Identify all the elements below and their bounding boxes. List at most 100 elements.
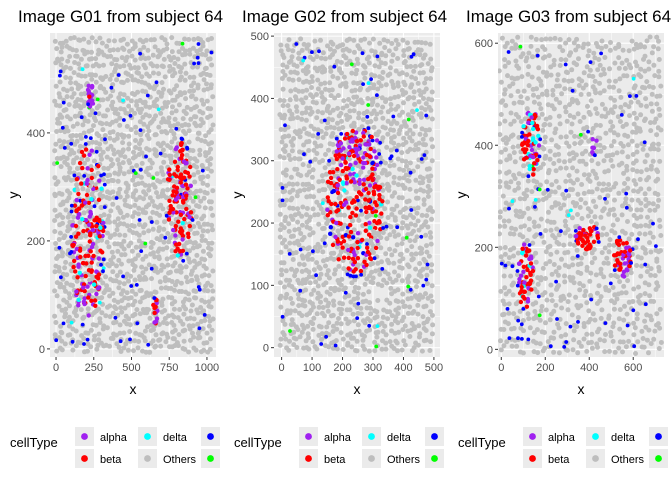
point-Others — [387, 300, 393, 306]
point-Others — [498, 223, 503, 229]
point-Others — [132, 298, 138, 304]
point-Others — [150, 52, 156, 58]
point-Others — [207, 346, 213, 352]
point-Others — [334, 326, 340, 332]
point-Others — [613, 78, 618, 84]
point-Others — [425, 224, 431, 230]
point-Others — [316, 304, 322, 310]
point-epsilon — [374, 344, 379, 349]
point-Others — [63, 306, 69, 312]
point-Others — [616, 65, 622, 71]
point-Others — [382, 206, 388, 212]
point-Others — [85, 348, 90, 354]
point-Others — [619, 149, 625, 155]
point-Others — [89, 179, 95, 185]
point-Others — [567, 233, 573, 239]
point-Others — [642, 85, 648, 91]
points-layer — [498, 34, 664, 356]
point-Others — [498, 159, 503, 165]
point-beta — [328, 210, 333, 215]
point-Others — [336, 126, 342, 132]
point-Others — [290, 77, 296, 83]
point-alpha — [334, 220, 339, 226]
point-alpha — [85, 177, 90, 183]
point-Others — [301, 142, 307, 148]
point-Others — [506, 169, 512, 175]
point-Others — [200, 110, 206, 116]
point-beta — [358, 268, 364, 274]
point-gamma — [185, 146, 190, 151]
point-Others — [655, 321, 661, 327]
point-Others — [174, 340, 180, 346]
point-beta — [326, 199, 331, 204]
point-beta — [91, 253, 96, 259]
point-Others — [429, 97, 435, 103]
point-Others — [386, 48, 392, 54]
point-Others — [625, 278, 631, 284]
point-Others — [200, 228, 206, 234]
point-Others — [601, 158, 607, 164]
legend-title: cellType — [10, 435, 58, 450]
point-Others — [509, 225, 515, 231]
point-Others — [63, 107, 69, 113]
point-Others — [620, 339, 626, 345]
point-gamma — [378, 160, 383, 165]
point-Others — [366, 348, 372, 354]
point-beta — [335, 239, 341, 244]
point-Others — [347, 157, 352, 162]
point-Others — [651, 299, 657, 304]
point-Others — [516, 171, 522, 177]
point-Others — [125, 77, 130, 83]
point-Others — [376, 148, 382, 154]
point-alpha — [353, 160, 358, 166]
point-Others — [519, 74, 525, 80]
point-Others — [412, 63, 418, 69]
y-axis-title: y — [229, 192, 245, 199]
point-Others — [319, 90, 325, 96]
point-Others — [89, 49, 94, 55]
point-Others — [654, 34, 660, 40]
point-gamma — [395, 225, 400, 230]
point-Others — [503, 103, 509, 108]
point-Others — [117, 232, 123, 238]
point-Others — [313, 279, 319, 285]
point-Others — [424, 249, 430, 255]
point-Others — [535, 281, 541, 287]
point-Others — [179, 65, 184, 71]
point-Others — [384, 297, 390, 303]
point-Others — [521, 328, 526, 334]
point-Others — [342, 212, 347, 218]
point-Others — [293, 250, 299, 256]
point-Others — [605, 193, 611, 199]
point-Others — [86, 39, 92, 45]
point-gamma — [408, 287, 413, 292]
point-Others — [556, 113, 562, 119]
point-Others — [617, 326, 623, 332]
point-Others — [580, 283, 586, 289]
point-Others — [603, 285, 609, 290]
point-Others — [298, 36, 304, 42]
point-Others — [333, 338, 339, 344]
point-Others — [355, 43, 361, 49]
point-Others — [110, 254, 116, 260]
point-alpha — [333, 234, 338, 240]
point-Others — [158, 285, 164, 291]
point-alpha — [85, 284, 90, 289]
point-Others — [154, 97, 160, 102]
point-alpha — [361, 130, 366, 136]
point-Others — [322, 80, 328, 86]
point-alpha — [89, 148, 95, 153]
point-beta — [363, 222, 368, 227]
point-Others — [537, 317, 543, 323]
point-Others — [383, 340, 389, 346]
point-Others — [287, 97, 293, 103]
point-Others — [309, 78, 315, 84]
point-Others — [279, 139, 285, 145]
point-Others — [385, 215, 391, 220]
point-Others — [180, 116, 186, 122]
point-Others — [56, 91, 62, 97]
point-Others — [550, 87, 556, 93]
point-Others — [650, 85, 656, 90]
point-Others — [309, 184, 315, 189]
point-Others — [324, 125, 330, 131]
